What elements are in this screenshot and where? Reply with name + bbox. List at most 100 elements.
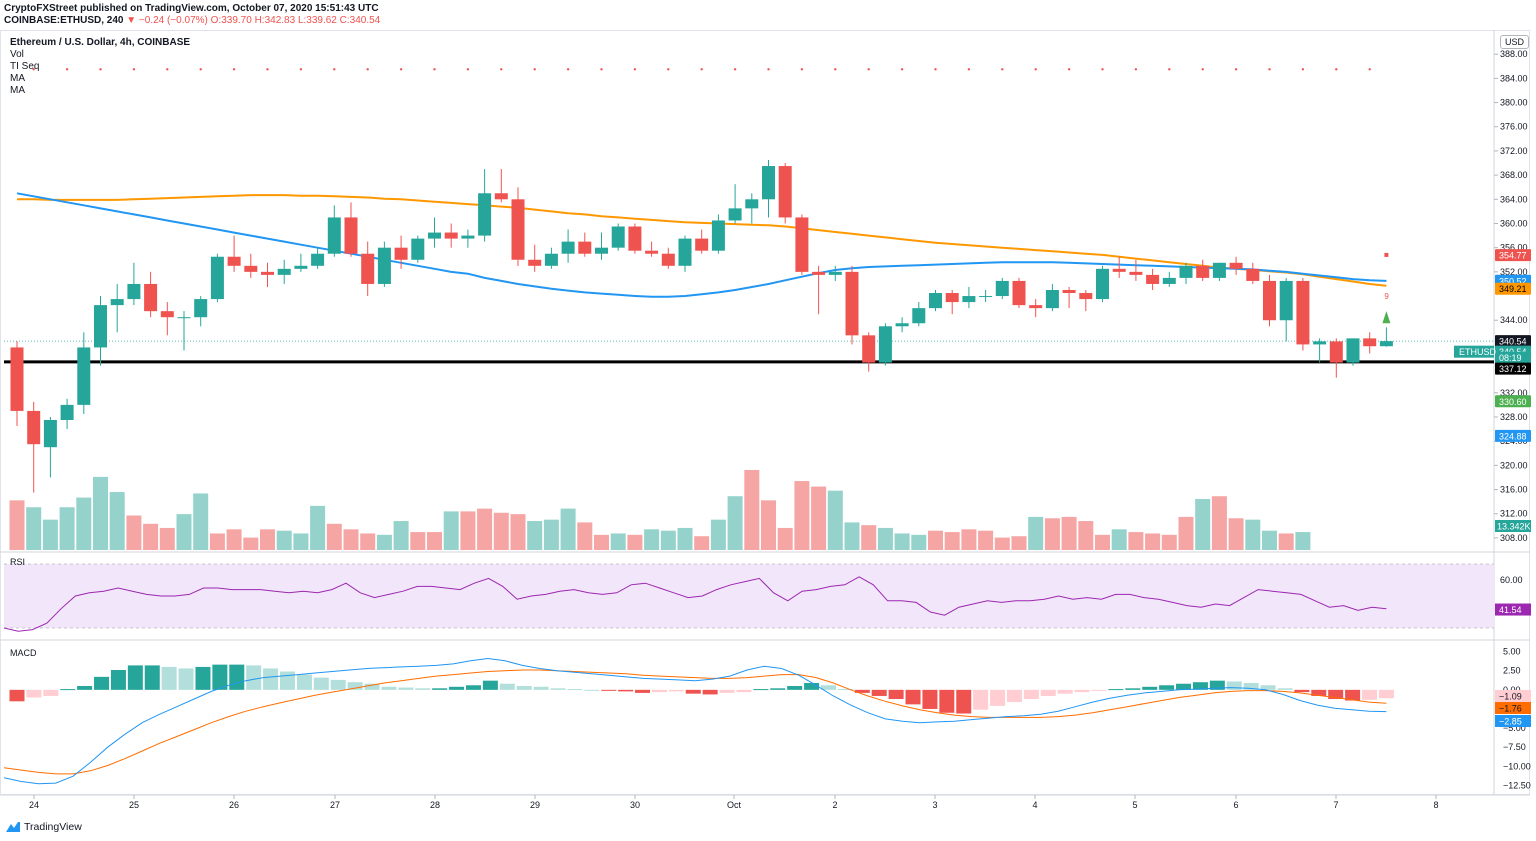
macd-histogram-bar <box>296 674 312 690</box>
candle-body <box>77 347 91 405</box>
price-label-text: 324.88 <box>1499 431 1527 441</box>
volume-bar <box>343 529 359 550</box>
macd-tick-label: 2.50 <box>1503 666 1521 676</box>
volume-bar <box>694 536 710 550</box>
candle-body <box>1012 280 1026 306</box>
price-tick-label: 316.00 <box>1500 485 1528 495</box>
seq-dot <box>667 68 670 71</box>
price-tick-label: 380.00 <box>1500 98 1528 108</box>
candle-body <box>1196 265 1210 278</box>
macd-histogram-bar <box>110 669 126 690</box>
rsi-line <box>3 576 1387 632</box>
volume-bar <box>360 533 376 550</box>
macd-histogram-bar <box>1277 688 1293 690</box>
macd-value-bg <box>1495 715 1531 727</box>
volume-bar <box>794 481 810 550</box>
macd-histogram-bar <box>905 689 921 705</box>
indicator-ma-2[interactable]: MA <box>10 85 25 96</box>
macd-tick-label: −12.50 <box>1503 780 1531 790</box>
time-tick-label: 29 <box>530 800 540 810</box>
volume-bar <box>510 514 526 550</box>
volume-bar <box>1128 532 1144 550</box>
seq-dot <box>1234 68 1238 71</box>
volume-bar <box>126 515 142 550</box>
macd-label: MACD <box>10 648 37 658</box>
candle-body <box>344 217 358 254</box>
time-tick-label: 8 <box>1433 800 1438 810</box>
macd-histogram-bar <box>1006 689 1022 703</box>
candle-body <box>979 296 993 298</box>
rsi-label: RSI <box>10 557 25 567</box>
volume-bar <box>1245 519 1261 550</box>
candle-body <box>244 265 258 272</box>
macd-histogram-bar <box>1057 689 1073 694</box>
candle-body <box>377 247 391 284</box>
candle-body <box>745 199 759 209</box>
macd-histogram-bar <box>347 682 363 690</box>
macd-tick-label: 5.00 <box>1503 647 1521 657</box>
volume-bar <box>193 493 209 550</box>
macd-histogram-bar <box>651 689 667 693</box>
candle-body <box>945 293 959 303</box>
candle-body <box>678 238 692 266</box>
macd-histogram-bar <box>736 689 752 693</box>
seq-dot <box>1201 68 1204 71</box>
volume-bar <box>727 496 743 550</box>
macd-histogram-bar <box>685 689 701 694</box>
macd-histogram-bar <box>381 686 397 690</box>
seq-dot <box>566 68 570 71</box>
seq-dot <box>1034 68 1037 71</box>
macd-histogram-bar <box>178 668 194 690</box>
macd-histogram-bar <box>195 666 211 690</box>
volume-bar <box>894 533 910 550</box>
indicator-ti-seq[interactable]: TI Seq <box>10 61 40 72</box>
macd-histogram-bar <box>94 676 110 690</box>
symbol-text: COINBASE:ETHUSD, 240 <box>4 15 124 26</box>
time-tick-label: 26 <box>229 800 239 810</box>
candle-body <box>1112 268 1126 272</box>
seq-dot <box>166 68 169 71</box>
chart-title: Ethereum / U.S. Dollar, 4h, COINBASE <box>10 37 191 48</box>
seq-dot <box>132 68 136 71</box>
macd-histogram-bar <box>330 679 346 690</box>
volume-bar <box>944 532 960 550</box>
currency-button[interactable]: USD <box>1500 35 1530 49</box>
time-tick-label: 6 <box>1233 800 1238 810</box>
rsi-band <box>4 564 1494 628</box>
time-tick-label: 4 <box>1032 800 1037 810</box>
rsi-tick-label: 60.00 <box>1500 575 1523 585</box>
volume-bar <box>159 527 175 550</box>
tradingview-logo[interactable]: TradingView <box>6 821 82 833</box>
price-tick-label: 368.00 <box>1500 170 1528 180</box>
seq-dot <box>767 68 770 71</box>
ohlc-text: O:339.70 H:342.83 L:339.62 C:340.54 <box>210 15 381 26</box>
candle-body <box>227 256 241 266</box>
indicator-vol[interactable]: Vol <box>10 49 24 60</box>
volume-bar <box>861 525 877 550</box>
volume-bar <box>677 527 693 550</box>
candle-body <box>561 241 575 254</box>
candle-body <box>10 347 24 411</box>
macd-signal-line <box>3 669 1387 775</box>
seq-dot <box>1268 68 1271 71</box>
candle-body <box>912 308 926 324</box>
price-tick-label: 332.00 <box>1500 388 1528 398</box>
candle-body <box>862 335 876 363</box>
candle-body <box>1229 262 1243 269</box>
candle-body <box>1279 280 1293 321</box>
candle-body <box>361 253 375 284</box>
volume-bar <box>1228 518 1244 550</box>
candle-body <box>1246 268 1260 281</box>
rsi-value-text: 41.54 <box>1499 605 1522 615</box>
volume-label-text: 13.342K <box>1497 522 1531 532</box>
indicator-ma-1[interactable]: MA <box>10 73 25 84</box>
seq-dot <box>399 68 403 71</box>
price-tick-label: 328.00 <box>1500 412 1528 422</box>
seq-dot <box>1301 68 1305 71</box>
candle-body <box>878 326 892 363</box>
candle-body <box>1263 280 1276 321</box>
candle-body <box>895 323 909 327</box>
candle-body <box>277 268 291 275</box>
seq-dot <box>1067 68 1071 71</box>
candle-body <box>311 253 325 266</box>
